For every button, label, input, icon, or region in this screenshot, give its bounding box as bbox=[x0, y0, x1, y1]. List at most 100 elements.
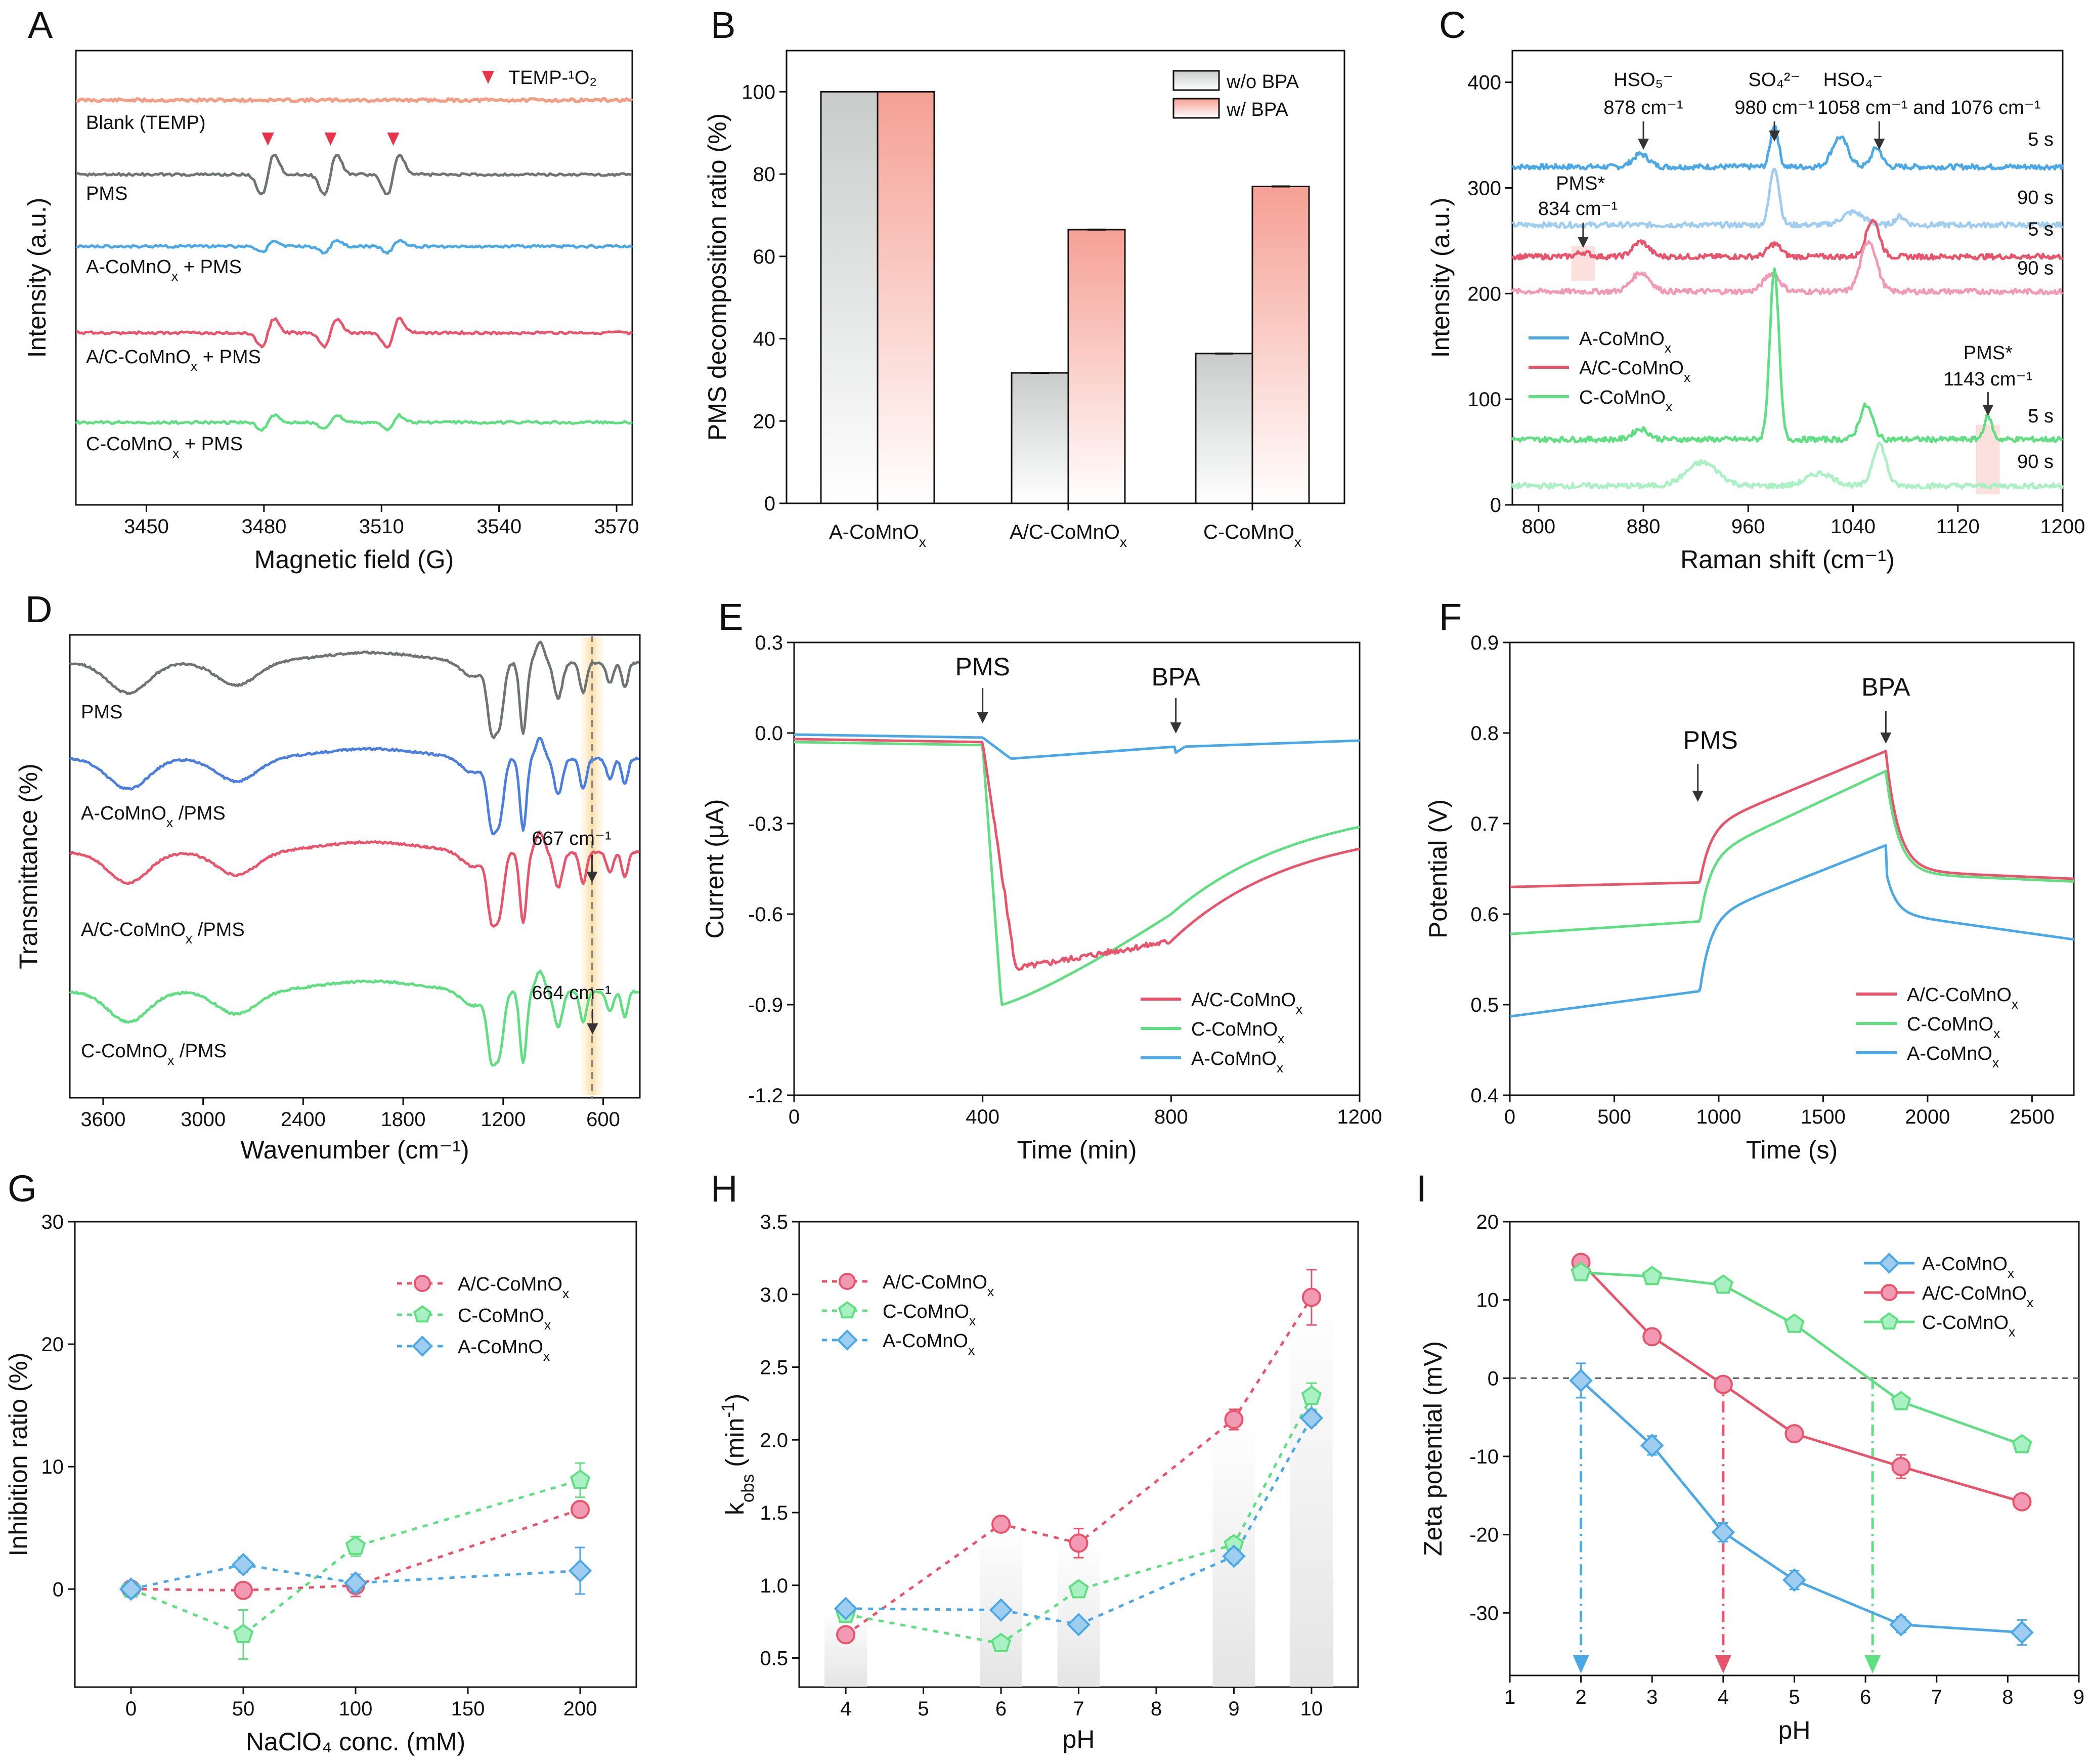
data-point-diamond bbox=[1640, 1434, 1664, 1457]
subscript: x bbox=[171, 269, 179, 284]
subscript: x bbox=[167, 1053, 175, 1068]
x-axis-label: Time (min) bbox=[1017, 1136, 1137, 1164]
event-arrow-head bbox=[1692, 791, 1704, 802]
data-point-pentagon bbox=[1891, 1391, 1911, 1410]
legend-label: C-CoMnOx bbox=[1579, 387, 1673, 414]
potential-trace bbox=[1509, 844, 2074, 1018]
y-tick-label: 30 bbox=[41, 1211, 64, 1233]
raman-trace bbox=[1511, 167, 2064, 229]
subscript: x bbox=[1296, 1002, 1303, 1017]
x-tick-label: 960 bbox=[1731, 515, 1765, 538]
y-axis-label: Potential (V) bbox=[1424, 799, 1452, 938]
annotation-arrow-head bbox=[1982, 405, 1994, 416]
annotation-arrow-head bbox=[1874, 139, 1885, 150]
x-tick-label: 3480 bbox=[241, 515, 286, 538]
annotation-label: PMS* bbox=[1556, 173, 1605, 194]
x-tick-label: 3540 bbox=[476, 515, 521, 538]
x-tick-label: 150 bbox=[451, 1698, 485, 1720]
panel-letter: E bbox=[718, 596, 743, 638]
legend-label: C-CoMnOx bbox=[1907, 1014, 2000, 1041]
subscript: x bbox=[2009, 1324, 2016, 1340]
time-label: 5 s bbox=[2028, 129, 2054, 150]
data-point-diamond bbox=[119, 1577, 143, 1601]
bar bbox=[1067, 229, 1126, 504]
panel-d-ftir: 3600 3000 2400 1800 1200 600 Wavenumber (cm⁻¹)… bbox=[14, 588, 641, 1164]
y-axis-label: Intensity (a.u.) bbox=[1426, 198, 1455, 358]
subscript: x bbox=[919, 534, 926, 550]
y-tick-label: 0 bbox=[764, 493, 775, 515]
y-tick-label: 0.6 bbox=[1470, 903, 1499, 926]
legend-marker-icon bbox=[482, 71, 494, 84]
data-point-circle bbox=[836, 1625, 856, 1645]
panel-h-kobs: 4 5 6 7 8 9 10 0.5 1.0 1.5 2.0 2.5 3.0 3.5 pH kobs (min… bbox=[711, 1168, 1359, 1753]
y-tick-label: -0.6 bbox=[748, 903, 783, 926]
subscript: x bbox=[987, 1284, 994, 1299]
data-point-pentagon bbox=[838, 1301, 857, 1319]
epr-trace bbox=[75, 239, 633, 255]
y-tick-label: 2.0 bbox=[760, 1429, 788, 1451]
pzc-arrow-head bbox=[1573, 1655, 1589, 1673]
data-point-diamond bbox=[1711, 1520, 1735, 1544]
x-axis-label: pH bbox=[1063, 1725, 1095, 1753]
y-axis-label: Intensity (a.u.) bbox=[23, 198, 51, 358]
panel-letter: G bbox=[8, 1168, 37, 1210]
data-point-circle bbox=[1891, 1457, 1911, 1477]
y-tick-label: 20 bbox=[1476, 1211, 1499, 1233]
legend-label: A-CoMnOx bbox=[1907, 1043, 1999, 1070]
x-tick-label: 5 bbox=[918, 1698, 929, 1720]
trace-label: C-CoMnOx + PMS bbox=[86, 434, 243, 461]
data-point-diamond bbox=[343, 1571, 368, 1595]
legend-label: A-CoMnOx bbox=[883, 1330, 975, 1358]
x-tick-label: 1500 bbox=[1801, 1106, 1846, 1128]
y-tick-label: 60 bbox=[753, 246, 776, 268]
temp-marker-icon bbox=[262, 133, 274, 146]
panel-letter: F bbox=[1439, 596, 1462, 638]
data-point-diamond bbox=[1879, 1253, 1900, 1274]
data-point-circle bbox=[1069, 1533, 1088, 1553]
y-tick-label: 10 bbox=[41, 1456, 64, 1478]
x-tick-label: 2000 bbox=[1905, 1106, 1950, 1128]
data-point-pentagon bbox=[233, 1623, 254, 1643]
legend-label: TEMP-¹O₂ bbox=[508, 67, 597, 89]
panel-letter: B bbox=[711, 4, 735, 46]
subscript: x bbox=[1294, 534, 1301, 550]
y-tick-label: -10 bbox=[1469, 1446, 1499, 1468]
data-point-circle bbox=[1713, 1374, 1733, 1394]
data-point-diamond bbox=[989, 1598, 1013, 1622]
x-tick-label: 3600 bbox=[80, 1108, 125, 1131]
category-label: A/C-CoMnOx bbox=[1010, 521, 1127, 550]
panel-letter: D bbox=[25, 588, 52, 630]
x-tick-label: 1200 bbox=[2040, 515, 2085, 538]
subscript: x bbox=[1277, 1060, 1284, 1075]
annotation-label: 834 cm⁻¹ bbox=[1538, 198, 1618, 220]
data-point-pentagon bbox=[413, 1305, 432, 1323]
x-tick-label: 1000 bbox=[1696, 1106, 1741, 1128]
series-line bbox=[130, 1479, 581, 1636]
time-label: 90 s bbox=[2017, 451, 2054, 472]
event-label: PMS bbox=[1683, 726, 1737, 754]
y-tick-label: 40 bbox=[753, 328, 776, 351]
x-axis-label: Wavenumber (cm⁻¹) bbox=[240, 1136, 469, 1164]
x-tick-label: 6 bbox=[1860, 1686, 1871, 1708]
subscript: x bbox=[2027, 1295, 2034, 1310]
event-arrow-head bbox=[1170, 722, 1182, 734]
annotation-label: HSO₅⁻ bbox=[1614, 69, 1673, 91]
pzc-arrow-head bbox=[1864, 1655, 1881, 1673]
data-point-pentagon bbox=[1713, 1274, 1734, 1294]
y-tick-label: 2.5 bbox=[760, 1357, 788, 1379]
x-tick-label: 0 bbox=[789, 1106, 800, 1128]
raman-trace bbox=[1512, 124, 2064, 171]
x-tick-label: 1 bbox=[1504, 1686, 1515, 1708]
event-label: PMS bbox=[955, 653, 1010, 681]
data-point-pentagon bbox=[2012, 1434, 2032, 1453]
potential-trace bbox=[1509, 769, 2074, 935]
series-line bbox=[845, 1395, 1313, 1645]
legend-label: w/o BPA bbox=[1226, 71, 1299, 93]
legend-label: C-CoMnOx bbox=[458, 1305, 551, 1332]
data-point-diamond bbox=[1569, 1368, 1593, 1393]
subscript: x bbox=[543, 1349, 550, 1364]
time-label: 90 s bbox=[2017, 258, 2054, 279]
x-tick-label: 200 bbox=[563, 1698, 597, 1720]
data-point-diamond bbox=[2010, 1620, 2034, 1645]
